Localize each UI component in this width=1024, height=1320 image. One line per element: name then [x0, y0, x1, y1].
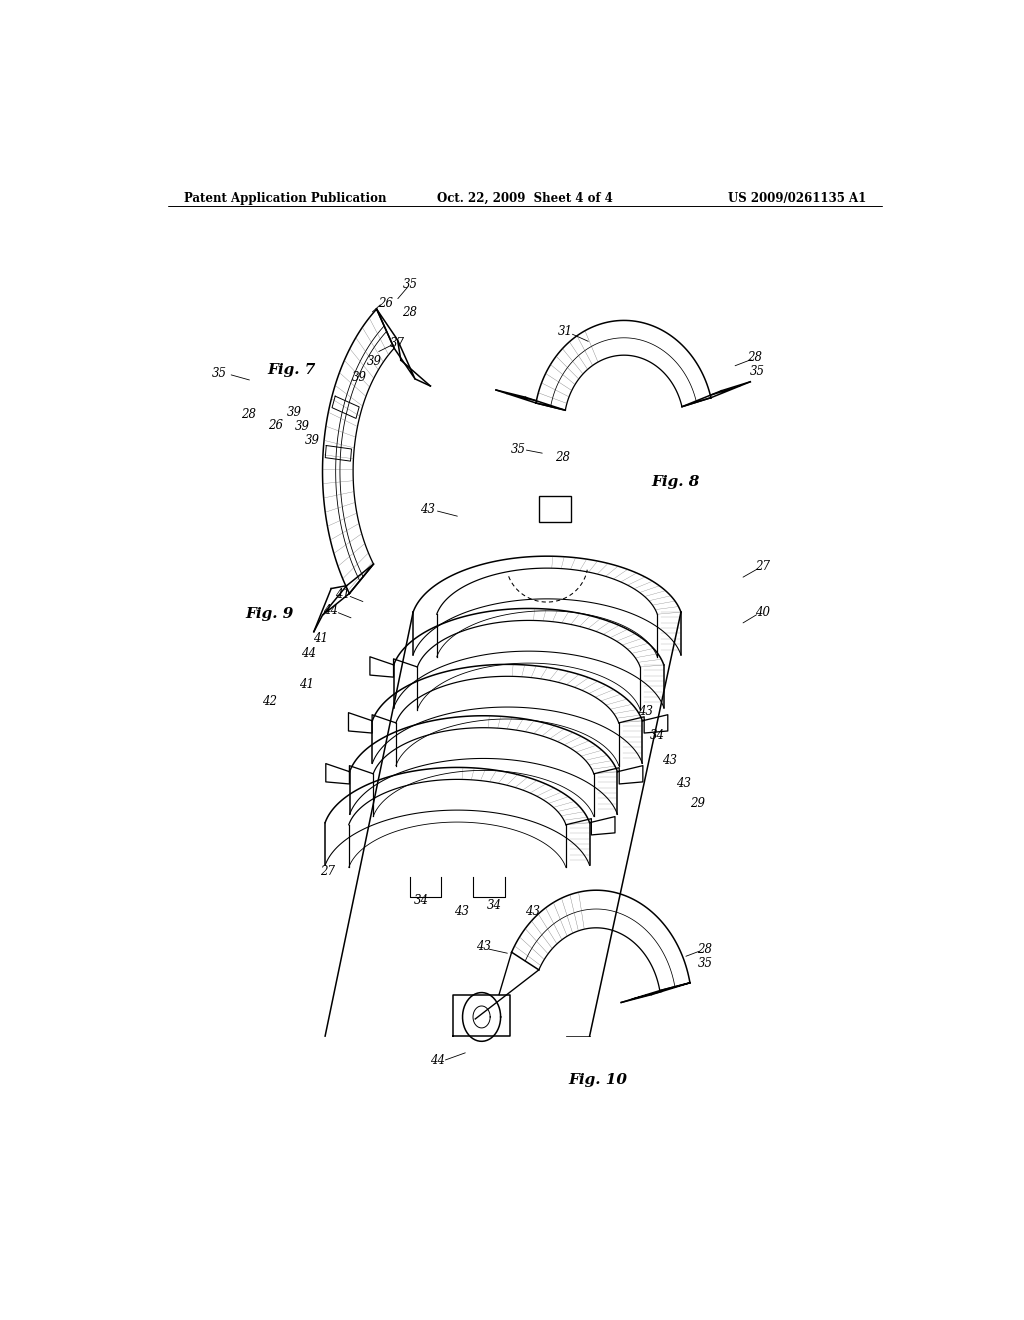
Text: 35: 35 — [403, 279, 418, 290]
Text: Fig. 9: Fig. 9 — [246, 607, 294, 620]
FancyBboxPatch shape — [539, 496, 570, 523]
Text: 34: 34 — [487, 899, 502, 912]
Text: 28: 28 — [555, 450, 569, 463]
Text: 28: 28 — [241, 408, 256, 421]
Text: 43: 43 — [676, 777, 691, 789]
Text: 28: 28 — [696, 942, 712, 956]
Text: 44: 44 — [430, 1055, 445, 1068]
Text: Oct. 22, 2009  Sheet 4 of 4: Oct. 22, 2009 Sheet 4 of 4 — [437, 191, 612, 205]
Text: 39: 39 — [287, 407, 302, 418]
Text: 42: 42 — [262, 694, 276, 708]
Text: Fig. 8: Fig. 8 — [652, 475, 700, 488]
Text: 43: 43 — [525, 906, 541, 917]
Text: 28: 28 — [748, 351, 763, 364]
Text: 39: 39 — [295, 420, 310, 433]
Text: 43: 43 — [421, 503, 435, 516]
Text: 43: 43 — [662, 754, 677, 767]
Text: US 2009/0261135 A1: US 2009/0261135 A1 — [728, 191, 866, 205]
Text: Fig. 10: Fig. 10 — [568, 1073, 628, 1088]
Text: 44: 44 — [323, 605, 338, 618]
Text: 35: 35 — [212, 367, 226, 380]
Text: 44: 44 — [301, 647, 316, 660]
Text: Fig. 7: Fig. 7 — [267, 363, 315, 376]
Text: 43: 43 — [476, 940, 492, 953]
Text: Patent Application Publication: Patent Application Publication — [183, 191, 386, 205]
Text: 41: 41 — [312, 632, 328, 644]
Text: 31: 31 — [558, 325, 572, 338]
Text: 41: 41 — [335, 587, 350, 601]
Text: 39: 39 — [367, 355, 382, 368]
Text: 34: 34 — [414, 894, 429, 907]
Text: 29: 29 — [690, 797, 706, 810]
Text: 40: 40 — [756, 606, 770, 619]
Text: 26: 26 — [379, 297, 393, 310]
Text: 35: 35 — [750, 366, 765, 379]
Text: 26: 26 — [268, 420, 283, 432]
Text: 28: 28 — [402, 306, 417, 319]
Text: 41: 41 — [299, 678, 314, 692]
Text: 35: 35 — [698, 957, 714, 970]
Text: 43: 43 — [454, 906, 469, 917]
Text: 34: 34 — [650, 729, 665, 742]
Text: 35: 35 — [511, 442, 526, 455]
Text: 39: 39 — [304, 434, 319, 447]
Text: 37: 37 — [390, 337, 406, 350]
Text: 43: 43 — [638, 705, 653, 718]
Text: 27: 27 — [321, 866, 336, 878]
Text: 39: 39 — [352, 371, 368, 384]
Text: 27: 27 — [756, 561, 770, 573]
